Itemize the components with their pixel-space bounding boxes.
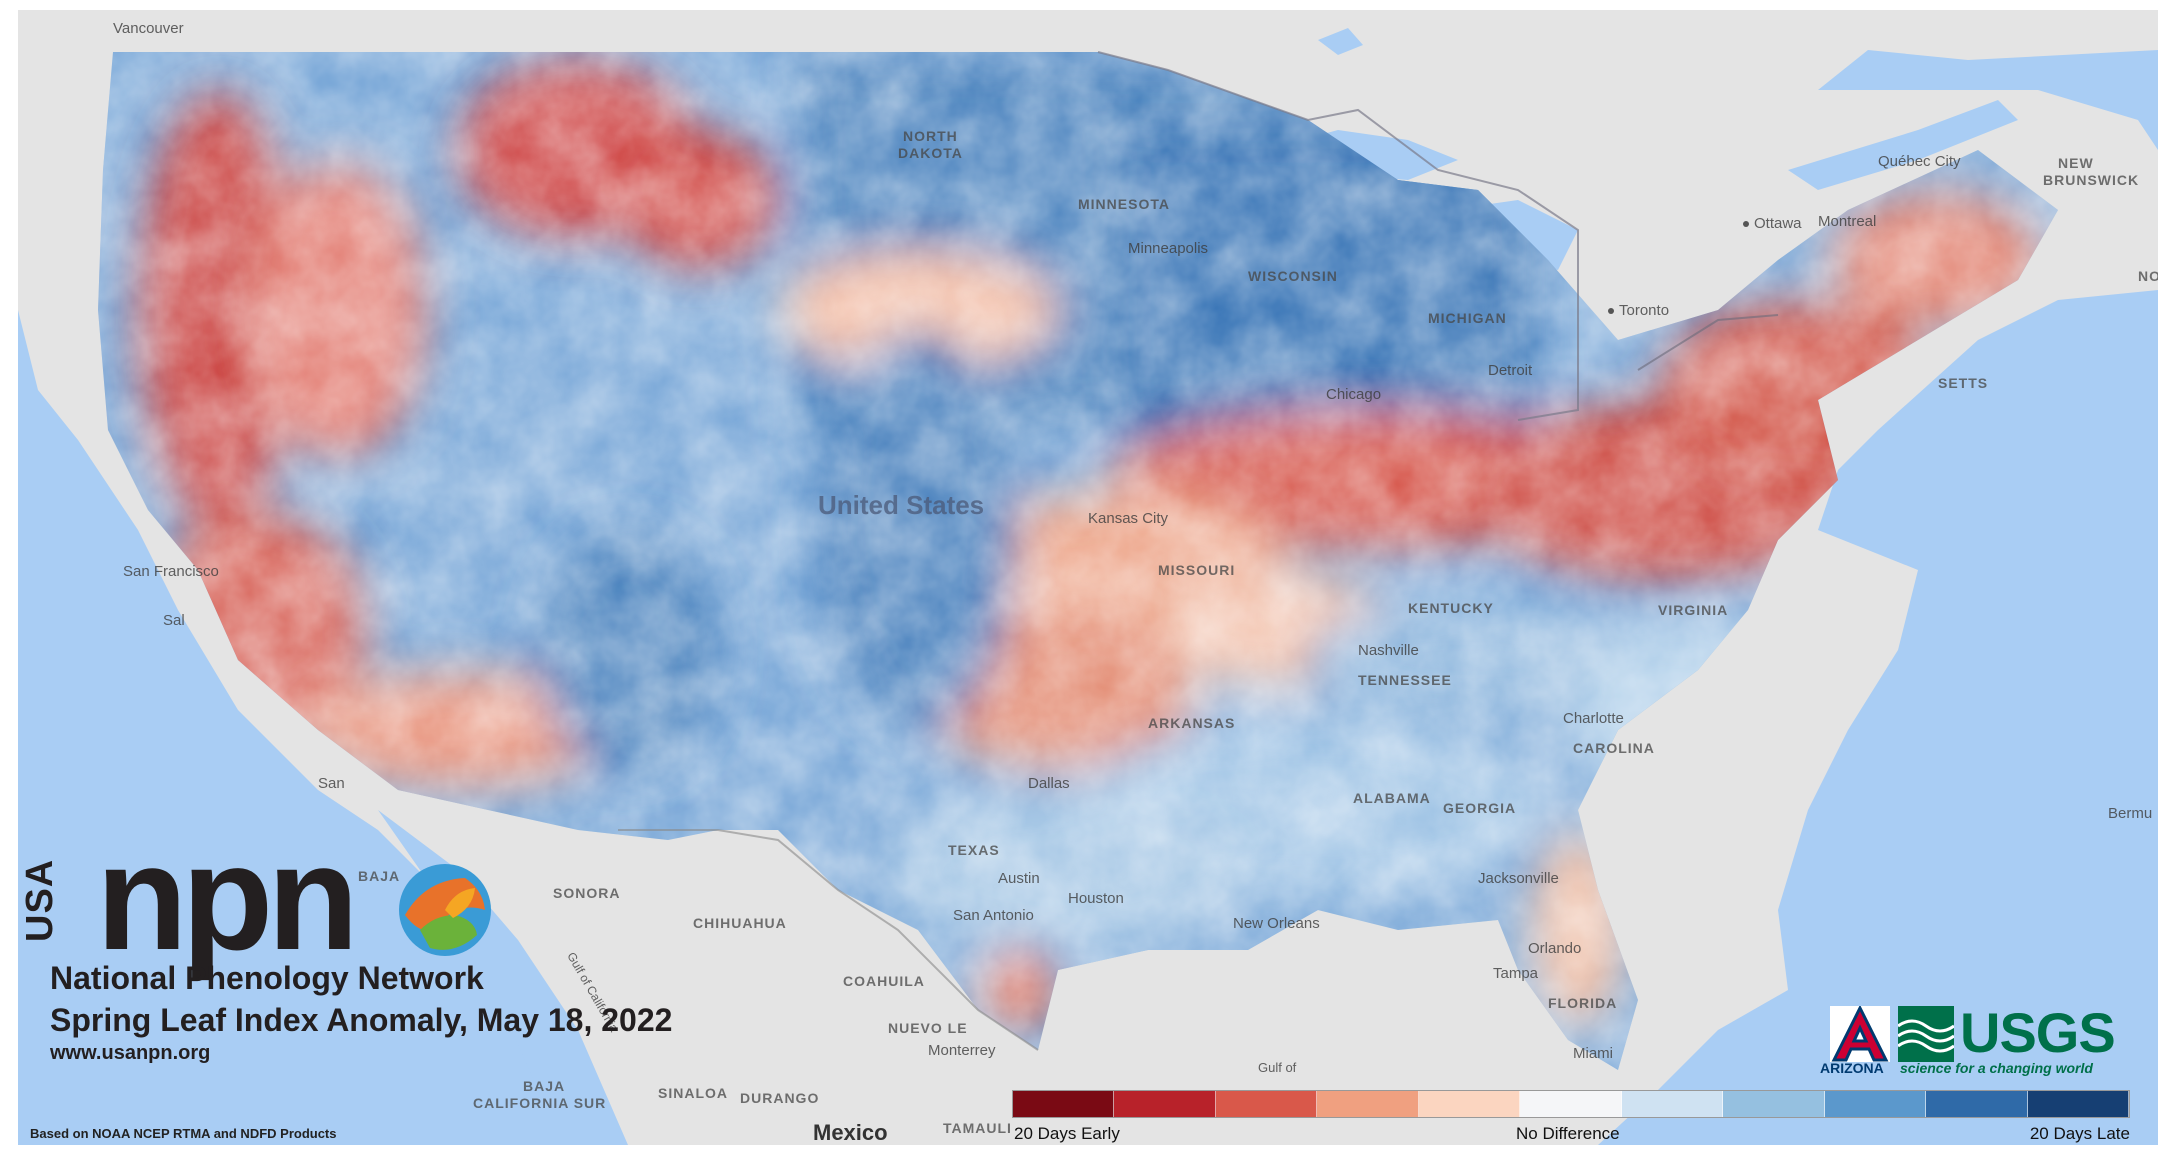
legend-swatch <box>1013 1091 1115 1117</box>
state-label-georgia: GEORGIA <box>1443 800 1517 816</box>
city-label-toronto: Toronto <box>1608 302 1669 319</box>
city-label-detroit: Detroit <box>1488 362 1533 379</box>
npn-logo-text: npn <box>96 813 359 981</box>
partner-logos: USGS ARIZONA science for a changing worl… <box>1820 1000 2120 1090</box>
state-label-coahuila: COAHUILA <box>843 973 925 989</box>
city-label-sal: Sal <box>163 612 185 629</box>
state-label-nuevo-leon: NUEVO LE <box>888 1020 968 1036</box>
legend-swatch <box>1723 1091 1825 1117</box>
city-label-san: San <box>318 775 345 792</box>
province-label-no: NO <box>2138 268 2158 284</box>
state-label-arkansas: ARKANSAS <box>1148 715 1236 731</box>
country-label-united-states: United States <box>818 490 985 520</box>
state-label-michigan: MICHIGAN <box>1428 310 1507 326</box>
npn-globe-icon <box>399 864 491 956</box>
legend-swatch <box>1926 1091 2028 1117</box>
state-label-massachusetts: SETTS <box>1938 375 1989 391</box>
usgs-logo-text: USGS <box>1960 1001 2116 1064</box>
state-label-texas: TEXAS <box>948 842 1000 858</box>
city-label-san-antonio: San Antonio <box>953 907 1034 924</box>
city-label-tampa: Tampa <box>1493 965 1539 982</box>
city-label-nashville: Nashville <box>1358 642 1419 659</box>
state-label-alabama: ALABAMA <box>1353 790 1431 806</box>
state-label-minnesota: MINNESOTA <box>1078 196 1170 212</box>
state-label-north-dakota: NORTH <box>903 128 958 144</box>
state-label-north-dakota-2: DAKOTA <box>898 145 963 161</box>
legend-label-early: 20 Days Early <box>1014 1124 1120 1143</box>
city-label-houston: Houston <box>1068 890 1124 907</box>
state-label-kentucky: KENTUCKY <box>1408 600 1494 616</box>
country-label-mexico: Mexico <box>813 1120 888 1145</box>
state-label-tamaulipas: TAMAULI <box>943 1120 1012 1136</box>
city-label-minneapolis: Minneapolis <box>1128 240 1209 257</box>
anomaly-legend: 20 Days Early No Difference 20 Days Late <box>1012 1090 2130 1150</box>
legend-swatch <box>1317 1091 1419 1117</box>
npn-logo-block: USA npn National Phenology Network Sprin… <box>19 822 750 1120</box>
arizona-logo-icon <box>1830 1006 1890 1062</box>
usgs-wave-icon <box>1898 1006 1954 1062</box>
city-label-jacksonville: Jacksonville <box>1478 870 1559 887</box>
city-label-quebec: Québec City <box>1878 153 1961 170</box>
city-label-bermuda: Bermu <box>2108 805 2153 822</box>
legend-swatch <box>2027 1091 2129 1117</box>
state-label-sinaloa: SINALOA <box>658 1085 728 1101</box>
legend-color-bar <box>1012 1090 2130 1118</box>
city-label-ottawa: Ottawa <box>1743 215 1802 232</box>
city-label-san-francisco: San Francisco <box>123 563 219 580</box>
state-label-missouri: MISSOURI <box>1158 562 1236 578</box>
province-label-new-brunswick-2: BRUNSWICK <box>2043 172 2140 188</box>
state-label-carolina: CAROLINA <box>1573 740 1655 756</box>
arizona-name: ARIZONA <box>1820 1060 1884 1076</box>
map-title: Spring Leaf Index Anomaly, May 18, 2022 <box>50 1002 673 1038</box>
province-label-new-brunswick: NEW <box>2058 155 2094 171</box>
city-label-monterrey: Monterrey <box>928 1042 996 1059</box>
legend-swatch <box>1621 1091 1724 1117</box>
legend-swatch <box>1418 1091 1521 1117</box>
legend-swatch <box>1215 1091 1318 1117</box>
city-label-chicago: Chicago <box>1326 386 1382 403</box>
state-label-baja: BAJA <box>358 868 401 884</box>
usgs-tagline: science for a changing world <box>1900 1060 2093 1076</box>
state-label-durango: DURANGO <box>740 1090 820 1106</box>
state-label-california-sur: CALIFORNIA SUR <box>473 1095 607 1111</box>
website-link[interactable]: www.usanpn.org <box>50 1042 211 1064</box>
state-label-virginia: VIRGINIA <box>1658 602 1729 618</box>
state-label-florida: FLORIDA <box>1548 995 1618 1011</box>
state-label-tennessee: TENNESSEE <box>1358 672 1452 688</box>
city-label-austin: Austin <box>998 870 1040 887</box>
legend-swatch <box>1114 1091 1216 1117</box>
city-label-montreal: Montreal <box>1818 213 1877 230</box>
map-viewport[interactable]: Vancouver NORTH DAKOTA MINNESOTA Minneap… <box>18 10 2158 1145</box>
legend-swatch <box>1824 1091 1927 1117</box>
city-label-orlando: Orlando <box>1528 940 1582 957</box>
water-label-gulf-of-mexico: Gulf of <box>1258 1060 1297 1075</box>
state-label-sonora: SONORA <box>553 885 621 901</box>
source-note: Based on NOAA NCEP RTMA and NDFD Product… <box>30 1126 337 1141</box>
city-label-kansas-city: Kansas City <box>1088 510 1169 527</box>
city-label-miami: Miami <box>1573 1045 1613 1062</box>
state-label-chihuahua: CHIHUAHUA <box>693 915 787 931</box>
city-label-charlotte: Charlotte <box>1563 710 1624 727</box>
city-label-vancouver: Vancouver <box>113 20 184 37</box>
legend-label-late: 20 Days Late <box>2029 1124 2130 1143</box>
network-name: National Phenology Network <box>50 960 484 996</box>
legend-label-no-difference: No Difference <box>1516 1124 1620 1143</box>
city-label-new-orleans: New Orleans <box>1233 915 1320 932</box>
state-label-wisconsin: WISCONSIN <box>1248 268 1338 284</box>
state-label-baja-sur: BAJA <box>523 1078 566 1094</box>
city-label-dallas: Dallas <box>1028 775 1070 792</box>
legend-swatch <box>1520 1091 1622 1117</box>
